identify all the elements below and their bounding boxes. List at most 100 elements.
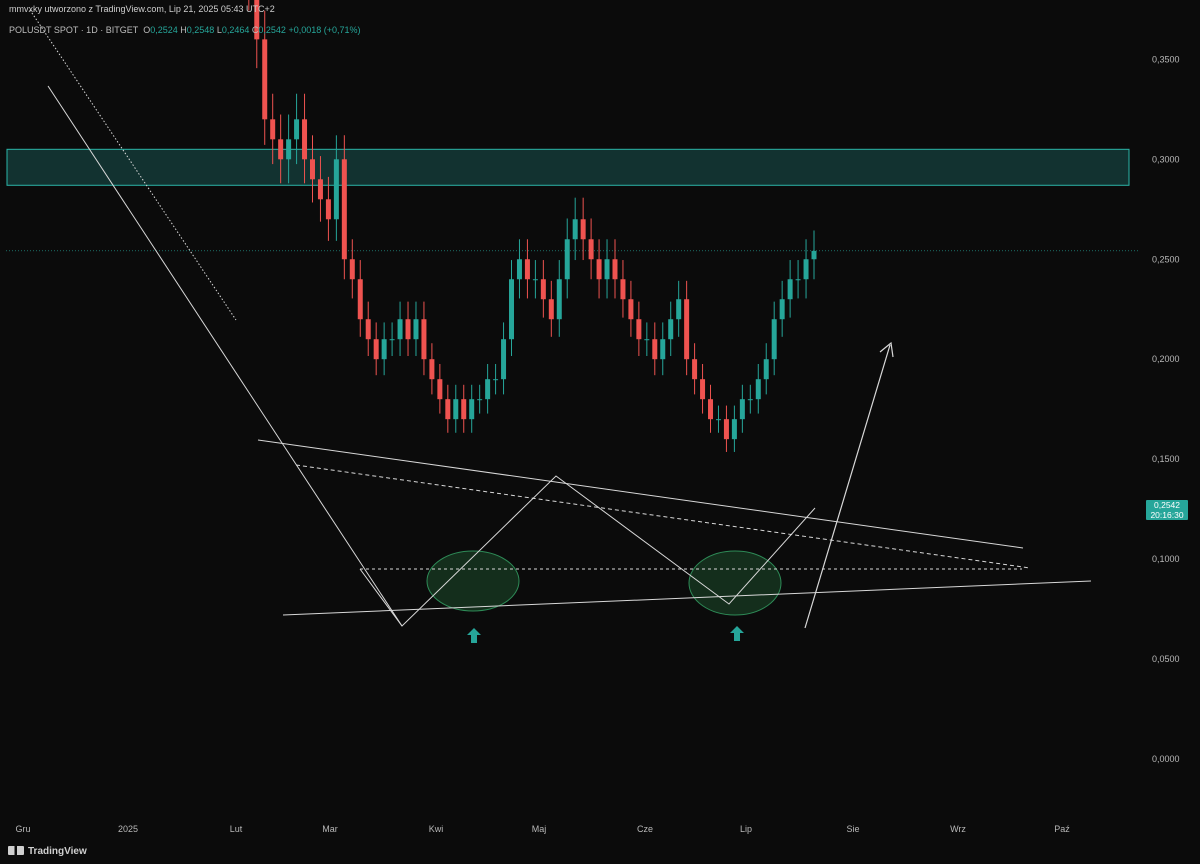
y-tick-label: 0,3000 [1152, 154, 1180, 164]
candle-body [596, 259, 602, 280]
candle-body [708, 399, 714, 420]
high-label: H [180, 25, 187, 35]
candle-body [731, 419, 737, 440]
x-tick-label: Paź [1054, 824, 1070, 834]
tradingview-icon [8, 846, 24, 855]
candle-body [700, 379, 706, 400]
candle-body [381, 339, 387, 360]
candle-body [341, 159, 347, 260]
candle-body [747, 399, 753, 401]
projection-arrowhead [879, 341, 894, 358]
y-tick-label: 0,0500 [1152, 654, 1180, 664]
candle-body [357, 279, 363, 320]
candle-body [286, 139, 292, 160]
candle-body [660, 339, 666, 360]
candle-body [437, 379, 443, 400]
candle-body [652, 339, 658, 360]
candle-body [302, 119, 308, 160]
candle-body [445, 399, 451, 420]
trendline-lower-support [282, 580, 1092, 616]
bottom-ellipse-2 [688, 550, 782, 616]
candle-body [795, 279, 801, 281]
x-tick-label: Maj [532, 824, 547, 834]
candle-body [493, 379, 499, 381]
candle-body [389, 339, 395, 341]
candle-body [692, 359, 698, 380]
candle-body [469, 399, 475, 420]
candle-body [755, 379, 761, 400]
candle-body [453, 399, 459, 420]
bottom-ellipse-1 [426, 550, 520, 612]
zigzag-pattern [359, 475, 816, 627]
open-label: O [143, 25, 151, 35]
candle-body [636, 319, 642, 340]
up-arrow-icon-2 [730, 626, 744, 641]
candle-body [588, 239, 594, 260]
up-arrow-icon-1 [467, 628, 481, 643]
footer: TradingView [0, 843, 1200, 864]
y-tick-label: 0,1000 [1152, 554, 1180, 564]
trendline-upper-wedge [257, 439, 1024, 549]
candle-body [325, 199, 331, 220]
y-tick-label: 0,3500 [1152, 54, 1180, 64]
tradingview-logo[interactable]: TradingView [8, 846, 87, 857]
last-price-value: 0,2542 [1154, 500, 1180, 510]
y-tick-label: 0,1500 [1152, 454, 1180, 464]
x-tick-label: Mar [322, 824, 338, 834]
candle-body [270, 119, 276, 140]
candle-body [532, 279, 538, 281]
projection-arrow [804, 344, 891, 629]
candle-body [516, 259, 522, 280]
candle-body [429, 359, 435, 380]
candle-body [278, 139, 284, 160]
close-label: C [251, 25, 259, 35]
candle-body [803, 259, 809, 280]
candle-body [620, 279, 626, 300]
zone-rect-2 [6, 148, 1130, 186]
y-tick-label: 0,2000 [1152, 354, 1180, 364]
open-value: 0,2524 [150, 25, 178, 35]
candle-body [333, 159, 339, 220]
candle-body [684, 299, 690, 360]
high-value: 0,2548 [186, 25, 215, 35]
candle-body [397, 319, 403, 340]
x-tick-label: Lip [740, 824, 752, 834]
symbol-ohlc-line: POLUSDT SPOT · 1D · BITGET O0,2524 H0,25… [9, 25, 361, 35]
x-tick-label: Gru [15, 824, 30, 834]
low-value: 0,2464 [221, 25, 250, 35]
bar-countdown: 20:16:30 [1150, 510, 1184, 520]
candle-body [668, 319, 674, 340]
candle-body [787, 279, 793, 300]
author-line: mmvxky utworzono z TradingView.com, Lip … [9, 4, 275, 14]
candle-body [373, 339, 379, 360]
x-tick-label: Wrz [950, 824, 966, 834]
candle-body [572, 219, 578, 240]
candle-body [413, 319, 419, 340]
y-tick-label: 0,0000 [1152, 754, 1180, 764]
x-tick-label: Lut [230, 824, 243, 834]
candle-body [349, 259, 355, 280]
candle-body [628, 299, 634, 320]
candle-body [739, 399, 745, 420]
x-tick-label: Cze [637, 824, 653, 834]
close-value: 0,2542 [258, 25, 286, 35]
candle-body [715, 419, 721, 421]
low-label: L [216, 25, 222, 35]
candle-body [540, 279, 546, 300]
candle-body [405, 319, 411, 340]
trendline-dashed [295, 464, 1031, 569]
candle-body [612, 259, 618, 280]
candle-body [365, 319, 371, 340]
candle-body [421, 319, 427, 360]
trendline-descent [47, 85, 403, 627]
x-tick-label: Sie [846, 824, 859, 834]
candle-body [723, 419, 729, 440]
candle-body [811, 250, 817, 260]
y-tick-label: 0,2500 [1152, 254, 1180, 264]
last-price-tag: 0,2542 20:16:30 [1146, 500, 1188, 520]
candle-body [254, 0, 260, 40]
candle-body [771, 319, 777, 360]
symbol-label: POLUSDT SPOT · 1D · BITGET [9, 25, 139, 35]
x-tick-label: Kwi [429, 824, 444, 834]
